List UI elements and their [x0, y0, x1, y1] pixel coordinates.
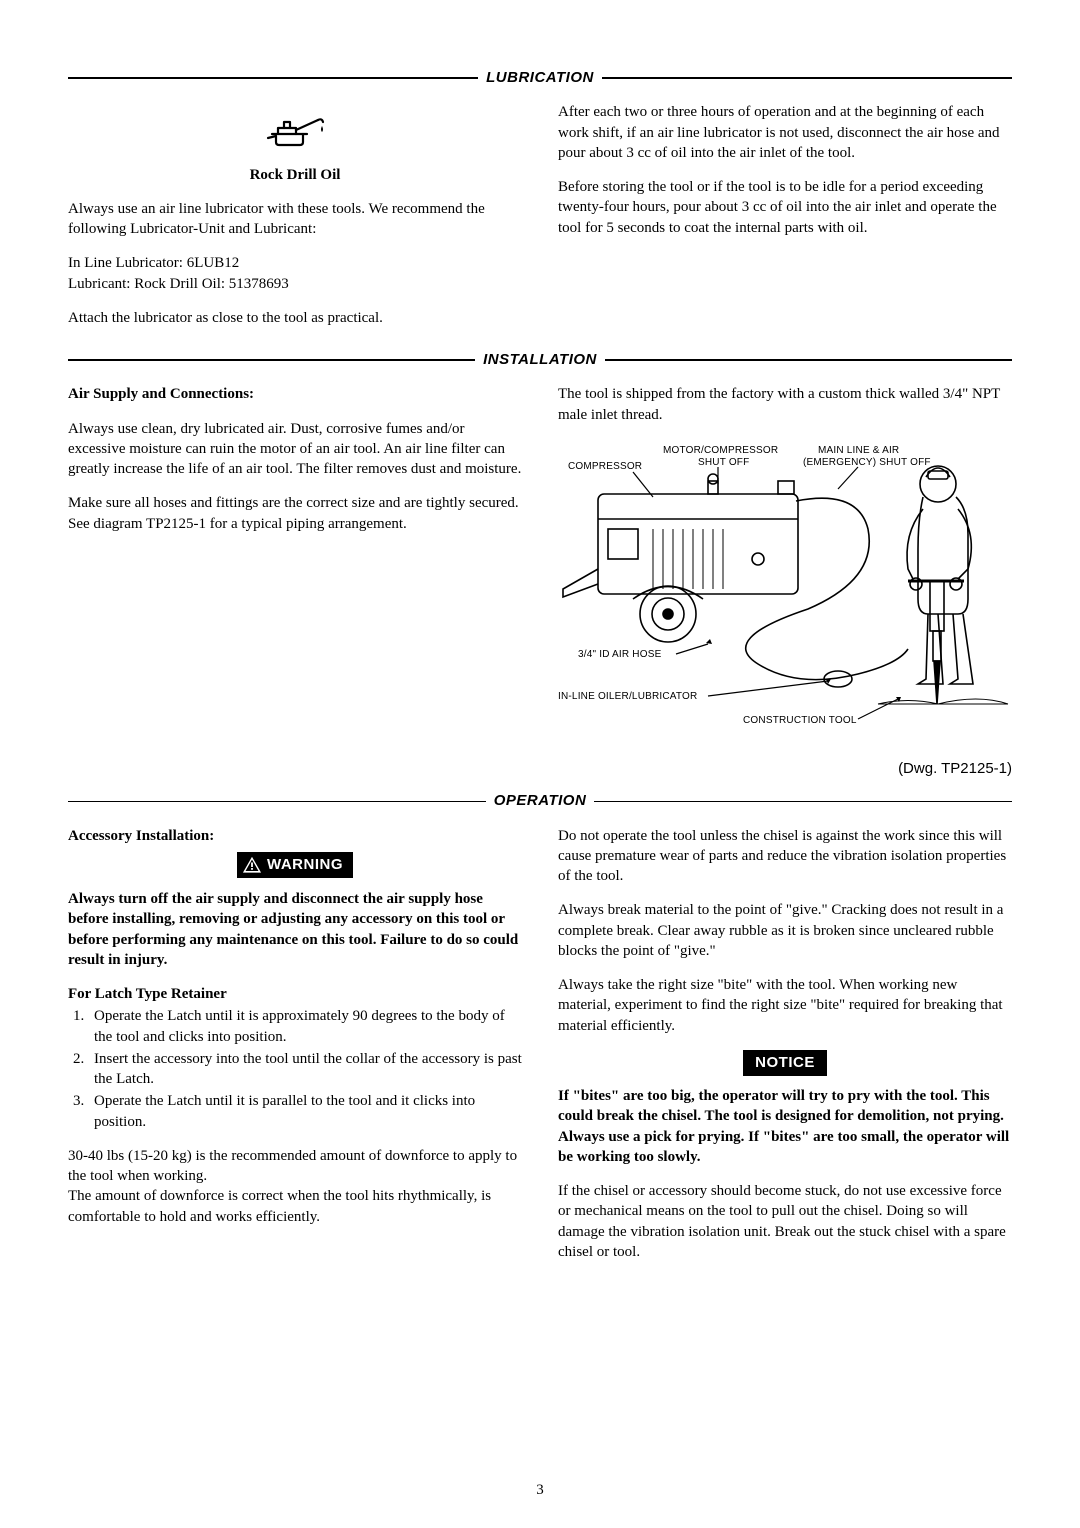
notice-badge-wrap: NOTICE [558, 1050, 1012, 1076]
notice-label: NOTICE [755, 1053, 815, 1073]
body-text: Do not operate the tool unless the chise… [558, 826, 1012, 887]
rule-line [594, 801, 1012, 803]
rock-drill-oil-heading: Rock Drill Oil [68, 165, 522, 185]
section-title: INSTALLATION [475, 350, 605, 370]
diagram-label-oiler: IN-LINE OILER/LUBRICATOR [558, 691, 697, 702]
operation-left: Accessory Installation: WARNING Always t… [68, 826, 522, 1277]
latch-retainer-heading: For Latch Type Retainer [68, 984, 522, 1004]
list-item: Operate the Latch until it is approximat… [88, 1006, 522, 1047]
installation-right: The tool is shipped from the factory wit… [558, 384, 1012, 783]
notice-badge: NOTICE [743, 1050, 827, 1076]
rule-line [605, 359, 1012, 361]
body-text: Always use clean, dry lubricated air. Du… [68, 419, 522, 480]
body-text: Always take the right size "bite" with t… [558, 975, 1012, 1036]
body-text-line: Lubricant: Rock Drill Oil: 51378693 [68, 276, 289, 292]
rule-line [68, 77, 478, 79]
piping-diagram: COMPRESSOR MOTOR/COMPRESSOR SHUT OFF MAI… [558, 439, 1012, 755]
air-supply-heading: Air Supply and Connections: [68, 384, 522, 404]
body-text: The amount of downforce is correct when … [68, 1186, 522, 1227]
body-text: If the chisel or accessory should become… [558, 1181, 1012, 1262]
body-text: Attach the lubricator as close to the to… [68, 308, 522, 328]
body-text: Before storing the tool or if the tool i… [558, 177, 1012, 238]
diagram-label-motor-shutoff: MOTOR/COMPRESSOR [663, 445, 778, 456]
body-text: 30-40 lbs (15-20 kg) is the recommended … [68, 1146, 522, 1187]
body-text: Always break material to the point of "g… [558, 900, 1012, 961]
section-header-installation: INSTALLATION [68, 350, 1012, 370]
installation-left: Air Supply and Connections: Always use c… [68, 384, 522, 783]
diagram-label-motor-shutoff-2: SHUT OFF [698, 457, 749, 468]
body-text: The tool is shipped from the factory wit… [558, 384, 1012, 425]
section-title: OPERATION [486, 791, 595, 811]
oil-can-icon [68, 112, 522, 156]
diagram-label-mainline-2: (EMERGENCY) SHUT OFF [803, 457, 931, 468]
body-text: In Line Lubricator: 6LUB12 Lubricant: Ro… [68, 253, 522, 294]
accessory-installation-heading: Accessory Installation: [68, 826, 522, 846]
lubrication-left: Rock Drill Oil Always use an air line lu… [68, 102, 522, 342]
warning-badge-wrap: WARNING [68, 852, 522, 879]
body-text: Always use an air line lubricator with t… [68, 199, 522, 240]
list-item: Insert the accessory into the tool until… [88, 1049, 522, 1090]
page-number: 3 [0, 1480, 1080, 1500]
rule-line [68, 359, 475, 361]
operation-right: Do not operate the tool unless the chise… [558, 826, 1012, 1277]
warning-triangle-icon [243, 857, 261, 873]
body-text: Make sure all hoses and fittings are the… [68, 493, 522, 534]
section-title: LUBRICATION [478, 68, 602, 88]
diagram-caption: (Dwg. TP2125-1) [558, 759, 1012, 779]
warning-text: Always turn off the air supply and disco… [68, 889, 522, 970]
body-text-line: In Line Lubricator: 6LUB12 [68, 255, 239, 271]
diagram-label-hose: 3/4" ID AIR HOSE [578, 649, 662, 660]
warning-label: WARNING [267, 855, 343, 875]
diagram-label-compressor: COMPRESSOR [568, 461, 642, 472]
installation-columns: Air Supply and Connections: Always use c… [68, 384, 1012, 783]
latch-steps: Operate the Latch until it is approximat… [88, 1006, 522, 1132]
lubrication-columns: Rock Drill Oil Always use an air line lu… [68, 102, 1012, 342]
notice-text: If "bites" are too big, the operator wil… [558, 1086, 1012, 1167]
lubrication-right: After each two or three hours of operati… [558, 102, 1012, 342]
rule-line [68, 801, 486, 803]
warning-badge: WARNING [237, 852, 353, 878]
section-header-lubrication: LUBRICATION [68, 68, 1012, 88]
body-text: After each two or three hours of operati… [558, 102, 1012, 163]
section-header-operation: OPERATION [68, 791, 1012, 811]
operation-columns: Accessory Installation: WARNING Always t… [68, 826, 1012, 1277]
rule-line [602, 77, 1012, 79]
list-item: Operate the Latch until it is parallel t… [88, 1091, 522, 1132]
diagram-label-mainline: MAIN LINE & AIR [818, 445, 899, 456]
diagram-label-tool: CONSTRUCTION TOOL [743, 715, 857, 726]
